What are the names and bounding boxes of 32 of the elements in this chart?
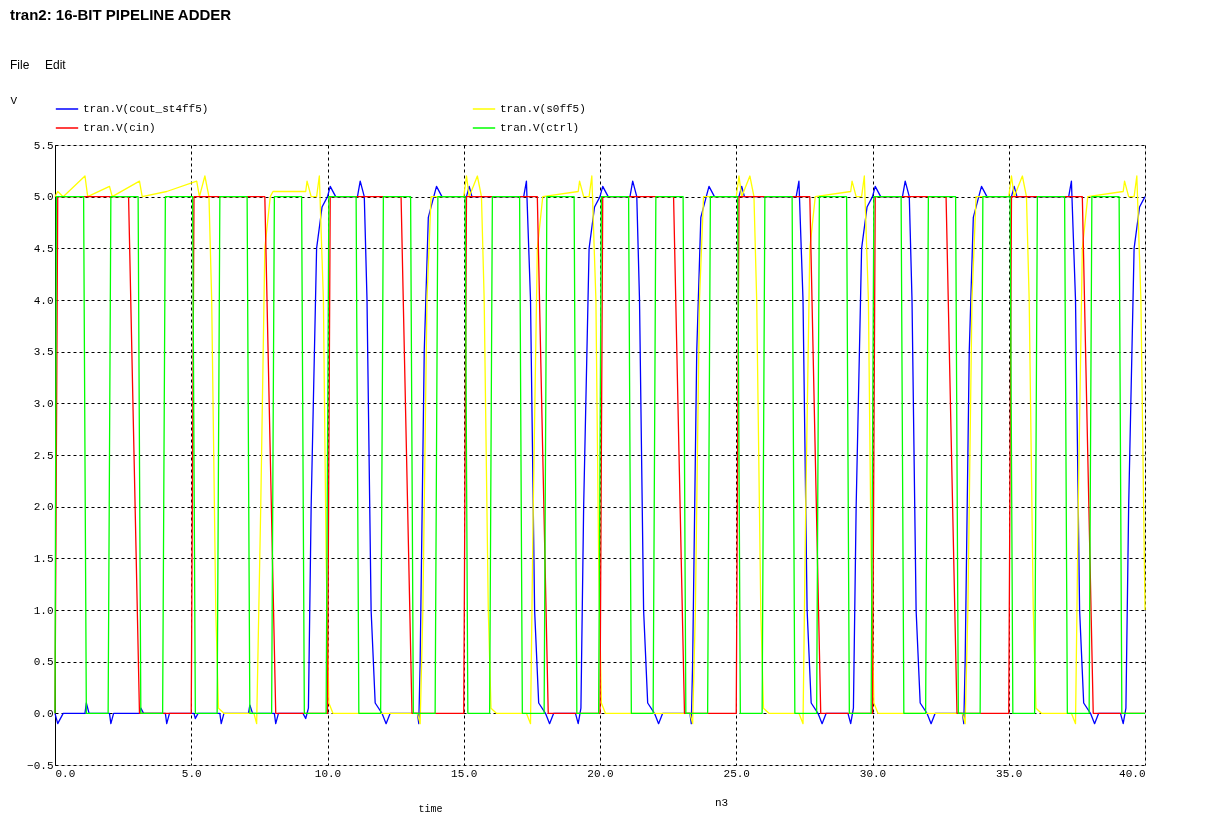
y-tick-label: 1.0 bbox=[33, 604, 54, 617]
legend-label: tran.V(cin) bbox=[83, 122, 156, 134]
text: n3 bbox=[715, 797, 729, 809]
text: File bbox=[10, 58, 30, 72]
y-tick-label: 5.5 bbox=[33, 139, 54, 152]
x-tick-label: 25.0 bbox=[723, 767, 750, 780]
text: Edit bbox=[45, 58, 67, 72]
y-tick-label: 5.0 bbox=[33, 191, 54, 204]
y-tick-label: 0.5 bbox=[33, 656, 54, 669]
x-tick-label: 20.0 bbox=[587, 767, 614, 780]
y-tick-label: −0.5 bbox=[27, 759, 54, 772]
x-tick-label: 10.0 bbox=[314, 767, 342, 780]
x-tick-label: 0.0 bbox=[55, 767, 76, 780]
x-tick-label: 15.0 bbox=[451, 767, 478, 780]
y-tick-label: 3.0 bbox=[33, 397, 54, 410]
chart-title: tran2: 16-BIT PIPELINE ADDER bbox=[10, 6, 232, 23]
legend-label: tran.V(cout_st4ff5) bbox=[83, 103, 209, 115]
legend-label: tran.v(s0ff5) bbox=[500, 103, 586, 115]
y-tick-label: 2.0 bbox=[33, 501, 54, 514]
y-tick-label: 0.0 bbox=[33, 707, 54, 720]
x-tick-label: 40.0 bbox=[1119, 767, 1146, 780]
y-tick-label: 3.5 bbox=[33, 346, 54, 359]
legend-label: tran.V(ctrl) bbox=[500, 122, 580, 134]
y-tick-label: 4.5 bbox=[33, 242, 54, 255]
y-tick-label: 1.5 bbox=[33, 552, 54, 565]
y-tick-label: 2.5 bbox=[33, 449, 54, 462]
x-axis-title: time bbox=[418, 803, 443, 815]
y-axis-title: V bbox=[10, 94, 18, 107]
x-tick-label: 35.0 bbox=[996, 767, 1023, 780]
y-tick-label: 4.0 bbox=[33, 294, 54, 307]
x-tick-label: 5.0 bbox=[181, 767, 202, 780]
x-tick-label: 30.0 bbox=[859, 767, 887, 780]
